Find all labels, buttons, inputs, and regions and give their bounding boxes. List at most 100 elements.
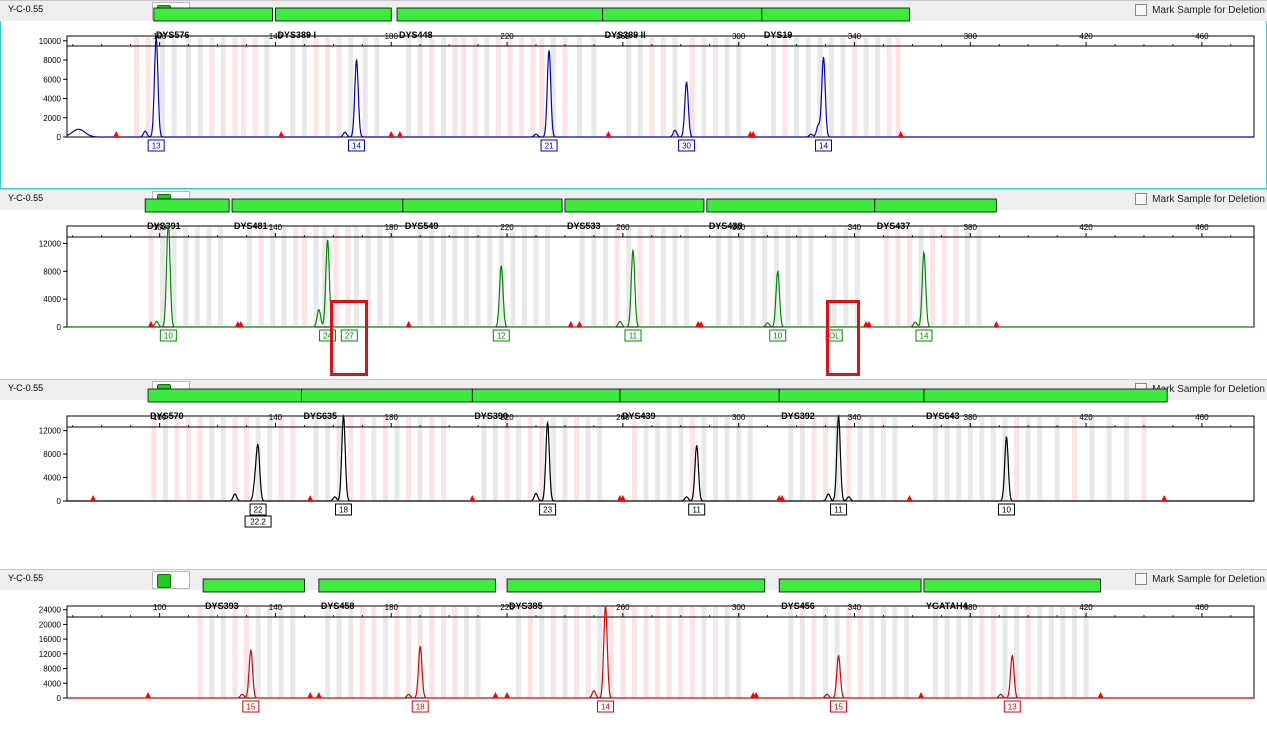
size-standard-marker [278, 131, 285, 137]
mark-for-deletion-checkbox[interactable] [1135, 4, 1148, 16]
allele-bin [406, 607, 412, 698]
allele-bin [521, 227, 527, 327]
locus-bar [506, 578, 766, 593]
allele-bin [956, 417, 962, 501]
allele-bin [1106, 417, 1112, 501]
locus-name: DYS392 [781, 411, 815, 421]
allele-bin [933, 417, 938, 501]
allele-bin [967, 607, 973, 698]
allele-call-box [830, 503, 848, 516]
locus-name: DYS391 [147, 221, 181, 231]
allele-bin [475, 607, 481, 698]
annotation-highlight-box [330, 300, 369, 376]
allele-bin [597, 417, 603, 501]
allele-bin [701, 417, 707, 501]
rfu-tick-label: 2000 [43, 114, 61, 123]
allele-bin [197, 37, 203, 137]
allele-bin [394, 417, 400, 501]
allele-bin [736, 417, 742, 501]
size-tick-label: 140 [269, 32, 283, 41]
locus-bar [602, 7, 763, 22]
size-tick-label: 300 [732, 413, 746, 422]
allele-bin [301, 37, 307, 137]
allele-bin [336, 607, 342, 698]
locus-bar [144, 198, 230, 213]
mark-for-deletion[interactable]: Mark Sample for Deletion [1135, 573, 1265, 585]
allele-bin [507, 37, 513, 137]
mark-for-deletion-checkbox[interactable] [1135, 193, 1148, 205]
allele-call-box [348, 139, 366, 152]
allele-bin [244, 607, 249, 698]
allele-bin [930, 227, 936, 327]
size-tick-label: 380 [964, 32, 978, 41]
allele-bin [869, 607, 875, 698]
locus-bar [301, 388, 473, 403]
allele-bin [550, 417, 556, 501]
allele-bin [417, 607, 423, 698]
size-tick-label: 260 [616, 603, 630, 612]
allele-bin [797, 227, 802, 327]
allele-call-label: 14 [920, 332, 929, 341]
allele-call-box [915, 329, 933, 342]
allele-bin [713, 607, 718, 698]
allele-bin [715, 227, 721, 327]
allele-bin [788, 607, 794, 698]
sample-status-button[interactable] [152, 571, 190, 589]
allele-bin [293, 227, 299, 327]
size-tick-label: 420 [1079, 413, 1093, 422]
allele-bin [643, 417, 649, 501]
size-tick-label: 380 [964, 413, 978, 422]
allele-bin [883, 227, 889, 327]
rfu-tick-label: 4000 [43, 95, 61, 104]
allele-call-box [830, 700, 848, 713]
allele-bin [148, 227, 154, 327]
rfu-tick-label: 0 [57, 694, 62, 703]
allele-call-box [159, 329, 177, 342]
allele-bin [944, 417, 950, 501]
allele-bin [336, 37, 342, 137]
allele-bin [270, 227, 276, 327]
locus-name: DYS570 [150, 411, 184, 421]
mark-for-deletion-label: Mark Sample for Deletion [1152, 4, 1265, 16]
allele-bin [440, 607, 446, 698]
allele-call-label: 11 [693, 506, 702, 515]
size-standard-marker [405, 321, 412, 327]
locus-bar [564, 198, 705, 213]
locus-bar [396, 7, 603, 22]
size-standard-marker [237, 321, 244, 327]
allele-bin [313, 417, 319, 501]
allele-bin [770, 37, 776, 137]
locus-name: DYS438 [709, 221, 743, 231]
allele-call-label: 10 [164, 332, 173, 341]
locus-name: DYS439 [622, 411, 656, 421]
size-standard-marker [698, 321, 705, 327]
allele-bin [823, 607, 828, 698]
mark-for-deletion-checkbox[interactable] [1135, 573, 1148, 585]
allele-bin [217, 227, 223, 327]
dye-trace [66, 35, 1254, 138]
allele-bin [794, 37, 800, 137]
size-standard-marker [388, 131, 395, 137]
mark-for-deletion[interactable]: Mark Sample for Deletion [1135, 193, 1265, 205]
allele-bin [1141, 417, 1147, 501]
mark-for-deletion[interactable]: Mark Sample for Deletion [1135, 4, 1265, 16]
allele-bin [197, 417, 203, 501]
sample-name-label: Y-C-0.55 [8, 383, 44, 393]
allele-call-label: 14 [819, 142, 828, 151]
allele-bin [597, 607, 603, 698]
allele-bin [348, 607, 354, 698]
allele-bin [374, 37, 380, 137]
size-tick-label: 340 [848, 32, 862, 41]
size-standard-marker [1097, 692, 1104, 698]
rfu-tick-label: 4000 [43, 679, 61, 688]
allele-bin [941, 227, 947, 327]
allele-bin [498, 227, 504, 327]
allele-bin [325, 37, 331, 137]
allele-bin [313, 227, 319, 327]
allele-bin [495, 37, 501, 137]
allele-bin [799, 417, 805, 501]
allele-bin [620, 607, 626, 698]
allele-call-box [242, 700, 260, 713]
allele-bin [174, 417, 180, 501]
